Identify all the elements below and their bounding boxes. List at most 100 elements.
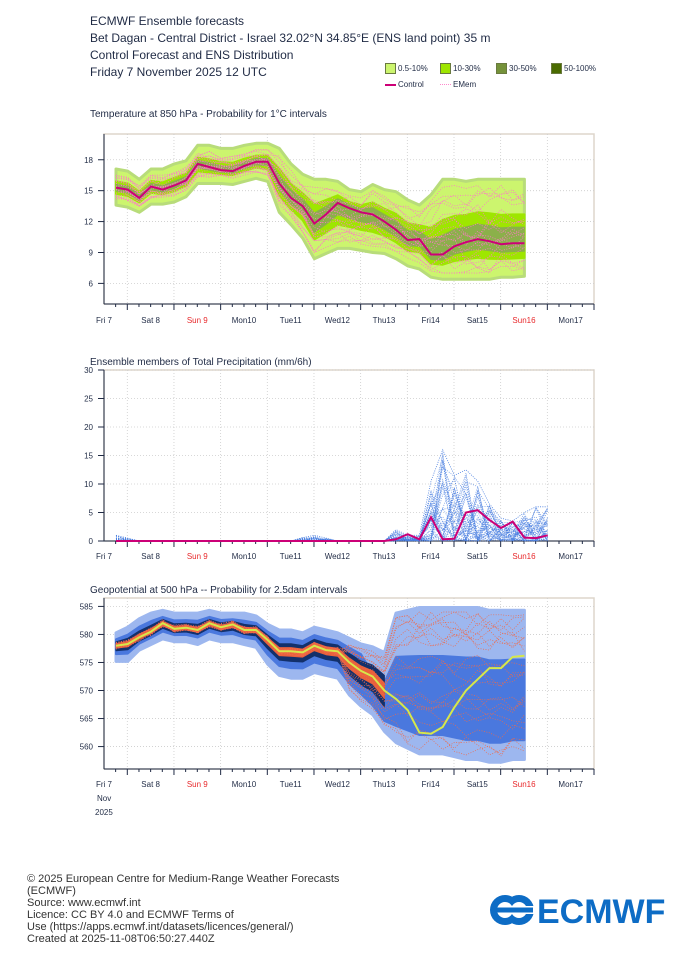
footer-source: Source: www.ecmwf.int (27, 897, 141, 909)
legend-emem: EMem (440, 80, 476, 89)
x-day-label: Fri14 (422, 552, 441, 561)
footer-credits: © 2025 European Centre for Medium-Range … (27, 873, 339, 945)
ecmwf-logo: ECMWF (489, 893, 675, 932)
precipitation-chart: 0 5 10 15 20 25 30 Fri 7 Sat 8 Sun 9 Mon10 Tue11 Wed… (84, 366, 595, 561)
x-day-label: Tue11 (280, 552, 302, 561)
ensemble-member-line (115, 620, 525, 689)
legend-control: Control (385, 80, 424, 89)
x-day-label: Mon10 (232, 552, 257, 561)
legend-swatch (385, 63, 396, 74)
x-day-label: Sun16 (512, 552, 536, 561)
x-day-label: Thu13 (373, 552, 396, 561)
footer-licence-url: Use (https://apps.ecmwf.int/datasets/lic… (27, 921, 294, 933)
legend-item-1: 10-30% (440, 63, 481, 74)
x-day-label: Thu13 (373, 316, 396, 325)
legend-item-2: 30-50% (496, 63, 537, 74)
chart-title-geopotential: Geopotential at 500 hPa -- Probability f… (90, 585, 348, 596)
band-10-30 (115, 615, 526, 744)
x-day-label: Fri14 (422, 780, 441, 789)
x-day-label: Fri 7 (96, 780, 113, 789)
ensemble-member-line (115, 620, 525, 673)
footer-copyright-cont: (ECMWF) (27, 885, 76, 897)
x-day-label: Tue11 (280, 316, 302, 325)
x-day-label: Fri 7 (96, 552, 113, 561)
y-tick-label: 6 (89, 279, 94, 288)
y-tick-label: 18 (84, 156, 93, 165)
ensemble-member-line (115, 481, 548, 542)
x-day-label: Sat15 (467, 780, 488, 789)
x-day-label: Sat 8 (141, 780, 160, 789)
y-tick-label: 5 (89, 509, 94, 518)
legend-label: 10-30% (453, 64, 481, 73)
probability-bands (114, 606, 526, 764)
y-tick-label: 30 (84, 366, 93, 375)
x-day-label: Sat 8 (141, 552, 160, 561)
x-day-label: Sun16 (512, 316, 536, 325)
x-month-label: Nov (97, 794, 111, 803)
y-tick-label: 9 (89, 248, 94, 257)
x-day-label: Wed12 (325, 780, 351, 789)
legend-label: Control (398, 80, 424, 89)
y-tick-label: 585 (80, 602, 94, 611)
probability-bands (114, 141, 526, 281)
x-day-label: Thu13 (373, 780, 396, 789)
header-location: Bet Dagan - Central District - Israel 32… (90, 31, 491, 45)
band-50-100 (115, 618, 385, 708)
y-tick-label: 15 (84, 187, 93, 196)
ensemble-member-line (115, 164, 525, 262)
x-day-label: Sat 8 (141, 316, 160, 325)
ensemble-member-line (115, 170, 525, 274)
legend-swatch (496, 63, 507, 74)
ecmwf-logo-icon: ECMWF (490, 893, 665, 931)
x-day-label: Sat15 (467, 316, 488, 325)
ensemble-member-line (115, 160, 525, 249)
ensemble-member-line (115, 149, 525, 213)
x-year-label: 2025 (95, 808, 113, 817)
x-day-label: Mon10 (232, 316, 257, 325)
ensemble-member-line (115, 155, 525, 235)
y-tick-label: 560 (80, 743, 94, 752)
y-tick-label: 580 (80, 630, 94, 639)
x-day-label: Sat15 (467, 552, 488, 561)
ensemble-member-line (115, 621, 525, 754)
ensemble-member-line (115, 162, 525, 252)
ensemble-member-line (115, 165, 525, 254)
ensemble-member-line (115, 171, 525, 274)
chart-title-temperature: Temperature at 850 hPa - Probability for… (90, 109, 327, 120)
x-day-label: Sun 9 (187, 780, 208, 789)
ensemble-member-line (115, 619, 525, 686)
x-day-label: Mon17 (558, 780, 583, 789)
y-tick-label: 10 (84, 480, 93, 489)
x-day-label: Mon17 (558, 552, 583, 561)
x-day-label: Fri14 (422, 316, 441, 325)
y-tick-label: 12 (84, 218, 93, 227)
y-tick-label: 565 (80, 715, 94, 724)
legend-swatch (440, 63, 451, 74)
header-title: ECMWF Ensemble forecasts (90, 14, 245, 28)
y-tick-label: 570 (80, 687, 94, 696)
control-line (115, 622, 525, 735)
y-tick-label: 20 (84, 423, 93, 432)
legend-label: 30-50% (509, 64, 537, 73)
ensemble-member-line (115, 171, 525, 274)
x-day-label: Mon10 (232, 780, 257, 789)
geopotential-chart: 560 565 570 575 580 585 Fri 7 Sat 8 Sun 9 Mon10 Tu… (80, 597, 595, 817)
x-day-label: Tue11 (280, 780, 302, 789)
x-day-label: Fri 7 (96, 316, 113, 325)
y-tick-label: 575 (80, 658, 94, 667)
logo-text: ECMWF (537, 893, 665, 927)
legend-label: 50-100% (564, 64, 597, 73)
ensemble-member-line (115, 611, 525, 658)
y-tick-label: 0 (89, 537, 94, 546)
footer-copyright: © 2025 European Centre for Medium-Range … (27, 873, 340, 885)
control-line (116, 509, 548, 542)
control-line (115, 160, 525, 256)
y-tick-label: 25 (84, 395, 93, 404)
footer-created: Created at 2025-11-08T06:50:27.440Z (27, 933, 215, 945)
legend-item-3: 50-100% (551, 63, 596, 74)
control-line-icon (385, 83, 396, 86)
x-day-label: Wed12 (325, 552, 351, 561)
x-day-label: Mon17 (558, 316, 583, 325)
legend-label: 0.5-10% (398, 64, 428, 73)
legend-item-0: 0.5-10% (385, 63, 428, 74)
